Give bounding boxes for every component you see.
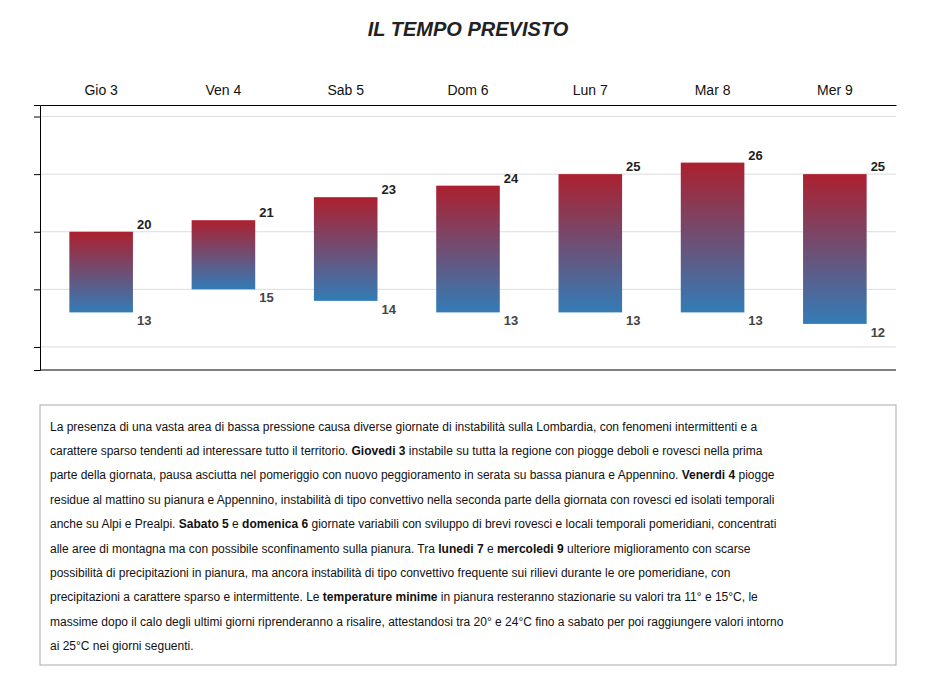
chart: IL TEMPO PREVISTO Gio 3 Ven 4 Sab 5 Dom 6 Lun… xyxy=(0,0,936,677)
x-tick-label: Sab 5 xyxy=(327,82,364,98)
description-segment: La presenza di una vasta area di bassa p… xyxy=(50,420,757,434)
bar xyxy=(69,232,133,313)
description-segment: domenica 6 xyxy=(242,517,308,531)
description-segment: Giovedi 3 xyxy=(351,444,405,458)
x-baseline xyxy=(40,370,896,371)
y-tick-mark xyxy=(34,117,40,118)
description-line: alle aree di montagna ma con possibile s… xyxy=(50,542,751,556)
y-tick xyxy=(34,117,40,118)
description-line: ai 25°C nei giorni seguenti. xyxy=(50,639,194,653)
description-line: residue al mattino su pianura e Appennin… xyxy=(50,493,774,507)
y-tick xyxy=(34,174,40,175)
y-tick-mark xyxy=(34,289,40,290)
min-label: 13 xyxy=(626,313,640,328)
bar xyxy=(558,174,622,312)
grid xyxy=(40,117,896,347)
x-tick: Gio 3 xyxy=(84,82,118,105)
x-tick-label: Mar 8 xyxy=(695,82,731,98)
x-tick-label: Dom 6 xyxy=(447,82,488,98)
grid-line xyxy=(40,346,896,347)
max-label: 23 xyxy=(382,182,396,197)
description-line: La presenza di una vasta area di bassa p… xyxy=(50,420,757,434)
description-segment: alle aree di montagna ma con possibile s… xyxy=(50,542,438,556)
y-axis xyxy=(34,106,41,371)
max-label: 25 xyxy=(871,159,885,174)
description-line: massime dopo il calo degli ultimi giorni… xyxy=(50,615,784,629)
description-segment: Venerdi 4 xyxy=(682,468,736,482)
max-label: 25 xyxy=(626,159,640,174)
description-segment: ulteriore miglioramento con scarse xyxy=(564,542,751,556)
description-segment: Sabato 5 xyxy=(179,517,229,531)
description-segment: e xyxy=(229,517,242,531)
min-label: 13 xyxy=(504,313,518,328)
max-label: 24 xyxy=(504,171,519,186)
x-tick: Mar 8 xyxy=(695,82,731,105)
y-tick-mark xyxy=(34,347,40,348)
min-label: 14 xyxy=(382,302,397,317)
description-line: anche su Alpi e Prealpi. Sabato 5 e dome… xyxy=(50,517,776,531)
description-line: carattere sparso tendenti ad interessare… xyxy=(50,444,763,458)
y-axis-line xyxy=(34,106,41,371)
description-segment: parte della giornata, pausa asciutta nel… xyxy=(50,468,682,482)
description-line: parte della giornata, pausa asciutta nel… xyxy=(50,468,775,482)
description-segment: lunedi 7 xyxy=(438,542,484,556)
x-tick: Sab 5 xyxy=(327,82,364,105)
y-tick xyxy=(34,289,40,290)
min-label: 13 xyxy=(137,313,151,328)
description-line: possibilità di precipitazioni in pianura… xyxy=(50,566,730,580)
description-segment: mercoledi 9 xyxy=(497,542,564,556)
description-segment: precipitazioni a carattere sparso e inte… xyxy=(50,590,323,604)
description-segment: residue al mattino su pianura e Appennin… xyxy=(50,493,774,507)
description-segment: piogge xyxy=(735,468,775,482)
bars xyxy=(69,163,866,324)
x-axis: Gio 3 Ven 4 Sab 5 Dom 6 Lun 7 Mar 8 Mer 9 xyxy=(41,82,897,106)
y-tick-mark xyxy=(34,174,40,175)
max-label: 21 xyxy=(259,205,273,220)
bar xyxy=(314,197,378,301)
bar xyxy=(803,174,867,324)
x-tick-label: Ven 4 xyxy=(206,82,242,98)
description-segment: ai 25°C nei giorni seguenti. xyxy=(50,639,194,653)
x-tick: Dom 6 xyxy=(447,82,488,105)
description-segment: e xyxy=(484,542,497,556)
description-segment: in pianura resteranno stazionarie su val… xyxy=(438,590,759,604)
description-segment: possibilità di precipitazioni in pianura… xyxy=(50,566,730,580)
description-segment: giornate variabili con sviluppo di brevi… xyxy=(308,517,776,531)
bar xyxy=(436,186,500,313)
min-label: 12 xyxy=(871,325,885,340)
y-tick-mark xyxy=(34,232,40,233)
description: La presenza di una vasta area di bassa p… xyxy=(50,420,784,654)
text-box xyxy=(40,405,896,665)
x-tick-label: Lun 7 xyxy=(573,82,608,98)
data-labels: 20 21 23 24 25 26 25 13 15 14 13 13 13 12 xyxy=(137,148,885,340)
y-tick xyxy=(34,347,40,348)
max-label: 26 xyxy=(748,148,762,163)
x-tick-label: Gio 3 xyxy=(84,82,118,98)
title: IL TEMPO PREVISTO xyxy=(368,18,569,40)
min-label: 15 xyxy=(259,290,273,305)
description-line: precipitazioni a carattere sparso e inte… xyxy=(50,590,758,604)
description-segment: instabile su tutta la regione con piogge… xyxy=(406,444,763,458)
description-segment: anche su Alpi e Prealpi. xyxy=(50,517,179,531)
bar xyxy=(192,220,256,289)
y-tick xyxy=(34,232,40,233)
grid-line xyxy=(40,174,896,175)
description-segment: temperature minime xyxy=(323,590,438,604)
x-axis-line xyxy=(41,105,897,106)
min-label: 13 xyxy=(748,313,762,328)
x-tick: Lun 7 xyxy=(573,82,608,105)
bar xyxy=(681,163,745,313)
x-tick: Mer 9 xyxy=(817,82,853,105)
max-label: 20 xyxy=(137,217,151,232)
description-segment: massime dopo il calo degli ultimi giorni… xyxy=(50,615,784,629)
x-tick-label: Mer 9 xyxy=(817,82,853,98)
grid-line xyxy=(40,116,896,117)
description-segment: carattere sparso tendenti ad interessare… xyxy=(50,444,351,458)
x-tick: Ven 4 xyxy=(206,82,242,105)
